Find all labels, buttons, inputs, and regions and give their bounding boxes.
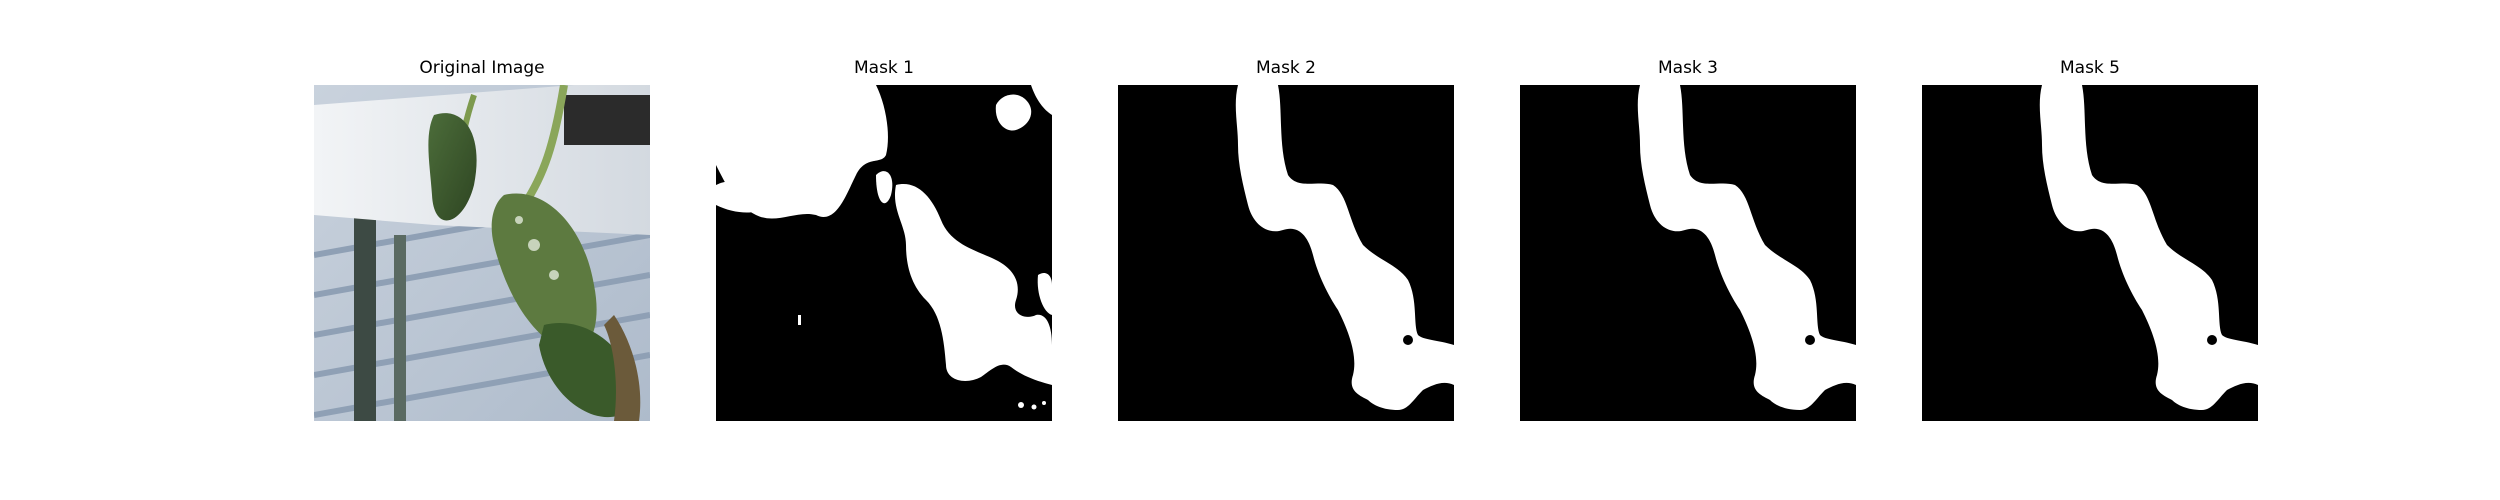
- mask-5-image: [1922, 85, 2258, 421]
- panel-title-mask-5: Mask 5: [2059, 58, 2120, 78]
- original-image: [314, 85, 650, 421]
- panel-title-original-image: Original Image: [419, 58, 545, 78]
- mask-2-image: [1118, 85, 1454, 421]
- panel-title-mask-3: Mask 3: [1657, 58, 1718, 78]
- mask-3-image: [1520, 85, 1856, 421]
- panel-title-mask-1: Mask 1: [853, 58, 914, 78]
- mask-1-image: [716, 85, 1052, 421]
- panel-title-mask-2: Mask 2: [1255, 58, 1316, 78]
